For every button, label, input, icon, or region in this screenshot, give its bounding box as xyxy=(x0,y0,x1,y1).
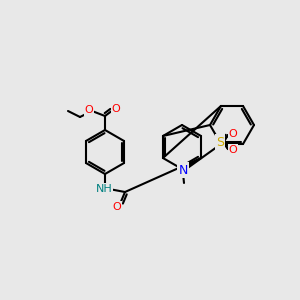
Text: O: O xyxy=(112,202,122,212)
Text: O: O xyxy=(112,104,120,114)
Text: S: S xyxy=(216,136,224,148)
Text: O: O xyxy=(229,129,237,139)
Text: O: O xyxy=(229,145,237,155)
Text: NH: NH xyxy=(96,184,112,194)
Text: N: N xyxy=(178,164,188,176)
Text: O: O xyxy=(85,105,93,115)
